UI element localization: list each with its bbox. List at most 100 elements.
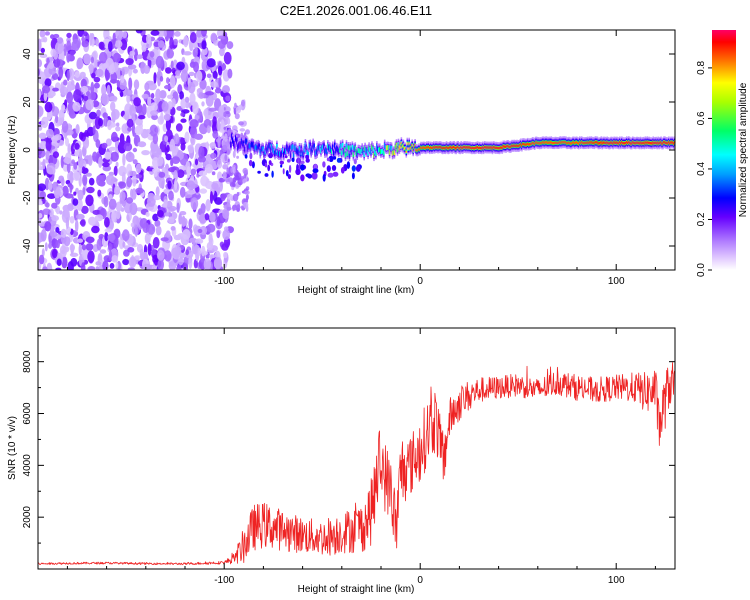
heatmap-cell	[557, 141, 559, 145]
heatmap-cell	[428, 145, 430, 149]
heatmap-cell	[209, 191, 214, 204]
heatmap-cell	[119, 191, 126, 202]
heatmap-cell	[226, 193, 233, 200]
heatmap-cell	[465, 146, 467, 149]
heatmap-cell	[41, 248, 45, 257]
heatmap-cell	[199, 225, 208, 235]
heatmap-cell	[240, 138, 243, 144]
heatmap-cell	[287, 174, 291, 180]
heatmap-cell	[98, 51, 108, 64]
heatmap-cell	[50, 34, 55, 40]
heatmap-cell	[108, 41, 113, 52]
heatmap-cell	[76, 59, 82, 70]
heatmap-cell	[498, 147, 501, 150]
heatmap-cell	[221, 243, 229, 251]
heatmap-cell	[344, 152, 347, 158]
heatmap-cell	[159, 90, 167, 99]
heatmap-cell	[163, 199, 168, 208]
heatmap-cell	[300, 174, 305, 182]
heatmap-cell	[309, 143, 312, 148]
heatmap-cell	[509, 145, 511, 149]
heatmap-cell	[150, 30, 160, 36]
heatmap-cell	[644, 141, 647, 144]
heatmap-cell	[491, 147, 494, 150]
heatmap-cell	[407, 147, 410, 150]
heatmap-cell	[267, 164, 271, 172]
heatmap-cell	[377, 146, 379, 152]
heatmap-cell	[127, 126, 132, 132]
heatmap-cell	[284, 148, 286, 154]
heatmap-cell	[523, 142, 525, 146]
heatmap-cell	[339, 143, 342, 149]
heatmap-cell	[101, 84, 107, 97]
heatmap-cell	[206, 125, 211, 134]
heatmap-cell	[580, 141, 583, 144]
heatmap-cell	[86, 90, 91, 97]
heatmap-cell	[141, 93, 149, 99]
heatmap-cell	[74, 142, 80, 150]
heatmap-cell	[86, 186, 95, 194]
heatmap-cell	[108, 242, 113, 251]
heatmap-cell	[132, 173, 137, 187]
heatmap-cell	[670, 141, 672, 144]
heatmap-cell	[402, 144, 405, 147]
heatmap-cell	[622, 141, 624, 145]
heatmap-cell	[52, 87, 59, 92]
heatmap-cell	[130, 188, 134, 199]
heatmap-cell	[183, 51, 192, 56]
heatmap-cell	[161, 101, 169, 112]
heatmap-cell	[535, 141, 538, 144]
heatmap-cell	[468, 146, 470, 149]
heatmap-cell	[128, 256, 137, 268]
heatmap-cell	[252, 142, 255, 148]
heatmap-cell	[556, 141, 558, 145]
heatmap-cell	[52, 181, 57, 191]
heatmap-cell	[72, 198, 79, 206]
heatmap-cell	[497, 146, 500, 150]
heatmap-cell	[53, 51, 59, 60]
heatmap-cell	[98, 117, 103, 127]
heatmap-cell	[173, 38, 179, 46]
heatmap-cell	[71, 38, 80, 52]
heatmap-cell	[127, 64, 137, 70]
heatmap-cell	[147, 196, 156, 207]
heatmap-cell	[368, 145, 370, 151]
heatmap-cell	[121, 68, 125, 76]
heatmap-cell	[318, 144, 320, 150]
heatmap-cell	[232, 205, 236, 212]
heatmap-cell	[218, 77, 222, 88]
heatmap-cell	[305, 158, 310, 163]
heatmap-cell	[196, 30, 202, 38]
heatmap-cell	[168, 190, 174, 201]
heatmap-cell	[232, 137, 234, 143]
heatmap-cell	[400, 141, 403, 145]
heatmap-cell	[206, 223, 216, 233]
heatmap-cell	[285, 148, 287, 154]
heatmap-cell	[333, 156, 337, 160]
heatmap-cell	[155, 88, 162, 102]
heatmap-cell	[596, 141, 599, 144]
heatmap-cell	[414, 143, 416, 147]
heatmap-cell	[89, 91, 97, 101]
heatmap-cell	[565, 141, 567, 144]
heatmap-cell	[502, 145, 505, 148]
heatmap-cell	[435, 145, 438, 149]
heatmap-cell	[125, 151, 135, 163]
heatmap-cell	[239, 142, 242, 148]
heatmap-cell	[157, 258, 164, 270]
heatmap-cell	[233, 140, 235, 146]
heatmap-cell	[291, 144, 294, 150]
heatmap-cell	[506, 144, 508, 148]
heatmap-cell	[55, 114, 59, 124]
heatmap-cell	[248, 159, 253, 167]
heatmap-cell	[38, 71, 46, 85]
heatmap-cell	[386, 145, 389, 150]
heatmap-cell	[254, 145, 257, 151]
heatmap-cell	[380, 149, 382, 155]
heatmap-cell	[135, 187, 144, 194]
heatmap-cell	[454, 147, 457, 150]
heatmap-cell	[135, 117, 143, 126]
heatmap-cell	[126, 118, 134, 128]
heatmap-cell	[80, 262, 86, 270]
heatmap-cell	[114, 40, 123, 48]
